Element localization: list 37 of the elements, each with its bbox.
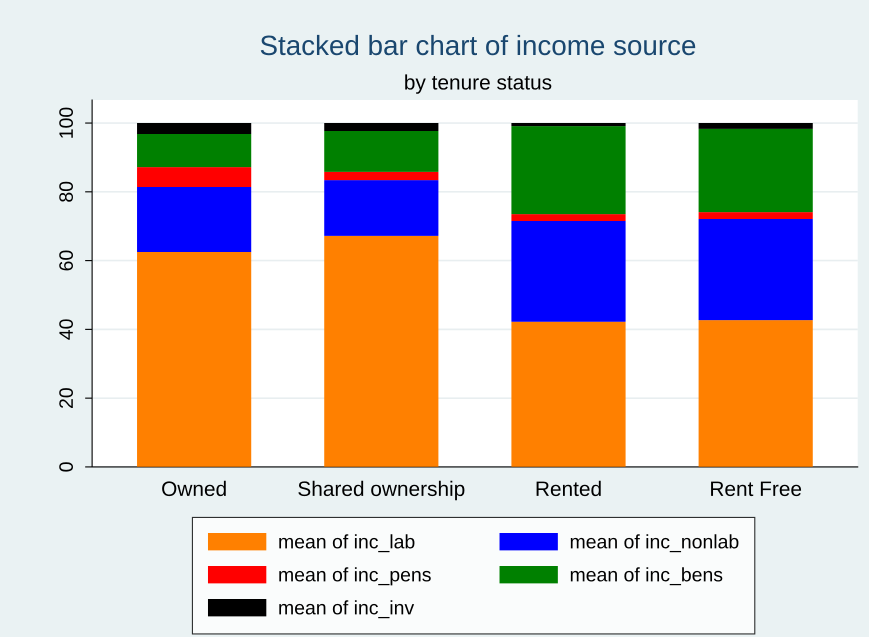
bar [698,123,813,129]
y-tick-label: 0 [59,462,73,472]
x-tick-label: Rented [536,480,601,496]
chart-title: Stacked bar chart of income source [260,34,696,56]
bar [137,167,252,188]
bar [698,128,813,212]
bar [137,252,252,467]
bar [511,123,626,126]
x-tick-label: Rent Free [711,482,802,496]
bar [511,126,626,214]
bar [324,123,438,131]
x-tick-label: Owned [162,480,226,496]
bar [137,187,252,252]
y-tick-label: 20 [59,388,73,408]
legend-label: mean of inc_bens [570,567,722,586]
bar [137,123,252,134]
legend-label: mean of inc_pens [279,567,431,586]
bar [324,236,438,467]
bar [324,130,438,172]
bar [137,134,252,168]
y-tick-label: 100 [59,108,73,138]
bar [324,172,438,180]
legend-label: mean of inc_lab [279,534,414,552]
bar [511,214,626,222]
bar [698,212,813,219]
y-tick-label: 40 [59,319,73,340]
bar [698,320,813,467]
bar [511,322,626,467]
legend-label: mean of inc_inv [279,600,414,618]
bar [324,180,438,236]
chart-subtitle: by tenure status [405,74,552,94]
y-tick-label: 80 [59,182,73,202]
bar [511,221,626,322]
y-tick-label: 60 [59,250,73,270]
x-tick-label: Shared ownership [298,480,464,500]
legend-label: mean of inc_nonlab [570,534,738,552]
bar [698,218,813,320]
